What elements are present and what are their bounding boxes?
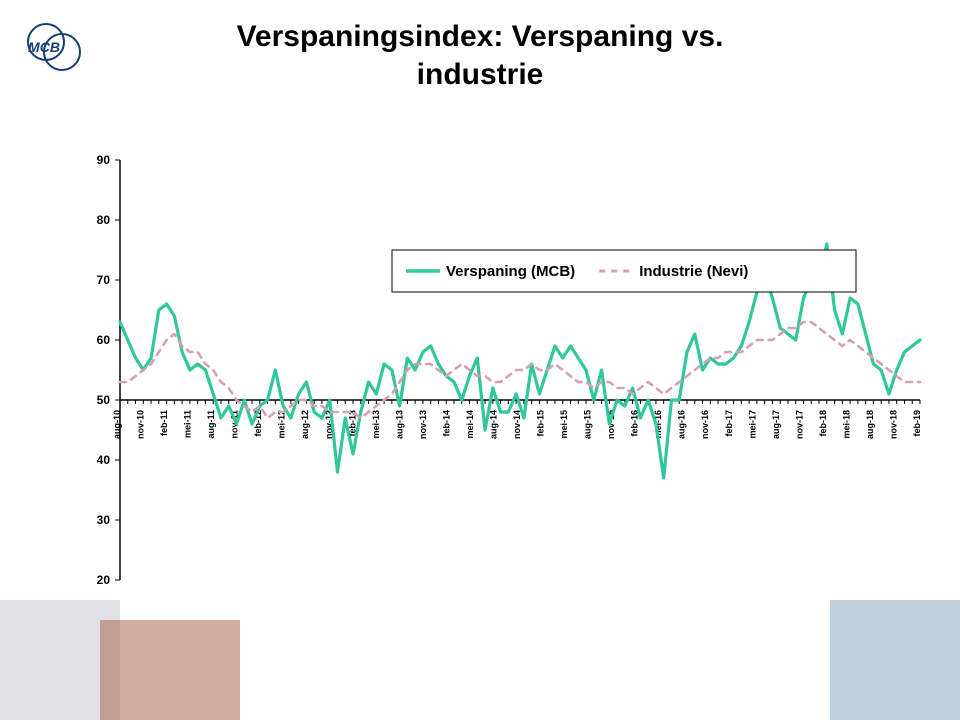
- x-axis-label: mei-17: [747, 410, 757, 439]
- x-axis-label: aug-18: [865, 410, 875, 439]
- x-axis-label: mei-12: [277, 410, 287, 439]
- x-axis-label: feb-17: [724, 410, 734, 437]
- x-axis-label: nov-10: [136, 410, 146, 439]
- verspaning-chart: 20 30 40 50 60 70 80 90 aug-10 nov-10 feb-11 mei-11…: [0, 0, 960, 720]
- x-axis-label: mei-14: [465, 410, 475, 439]
- x-axis-label: nov-17: [794, 410, 804, 439]
- x-axis-label: aug-13: [394, 410, 404, 439]
- legend-label: Verspaning (MCB): [446, 263, 575, 280]
- svg-text:30: 30: [97, 513, 111, 527]
- svg-text:60: 60: [97, 333, 111, 347]
- x-axis-label: feb-18: [818, 410, 828, 437]
- x-axis-label: feb-15: [536, 410, 546, 437]
- x-axis-label: aug-14: [488, 410, 498, 439]
- x-axis-label: mei-13: [371, 410, 381, 439]
- svg-text:80: 80: [97, 213, 111, 227]
- x-axis-label: aug-10: [112, 410, 122, 439]
- x-axis-label: nov-14: [512, 410, 522, 439]
- x-axis-label: aug-16: [677, 410, 687, 439]
- x-axis-label: feb-11: [159, 410, 169, 436]
- svg-text:50: 50: [97, 393, 111, 407]
- x-axis-label: aug-17: [771, 410, 781, 439]
- x-axis-label: nov-13: [418, 410, 428, 439]
- legend-label: Industrie (Nevi): [639, 263, 748, 280]
- x-axis-label: nov-18: [888, 410, 898, 439]
- svg-text:40: 40: [97, 453, 111, 467]
- x-axis-label: nov-16: [700, 410, 710, 439]
- decorative-image: [100, 620, 240, 720]
- x-axis-label: mei-15: [559, 410, 569, 439]
- x-axis-label: aug-11: [206, 410, 216, 439]
- x-axis-label: aug-15: [583, 410, 593, 439]
- decorative-image: [830, 600, 960, 720]
- svg-text:70: 70: [97, 273, 111, 287]
- x-axis-label: mei-18: [841, 410, 851, 439]
- x-axis-label: aug-12: [300, 410, 310, 439]
- svg-text:90: 90: [97, 153, 111, 167]
- x-axis-label: feb-19: [912, 410, 922, 437]
- svg-text:20: 20: [97, 573, 111, 587]
- x-axis-label: mei-11: [183, 410, 193, 438]
- x-axis-label: feb-14: [441, 410, 451, 437]
